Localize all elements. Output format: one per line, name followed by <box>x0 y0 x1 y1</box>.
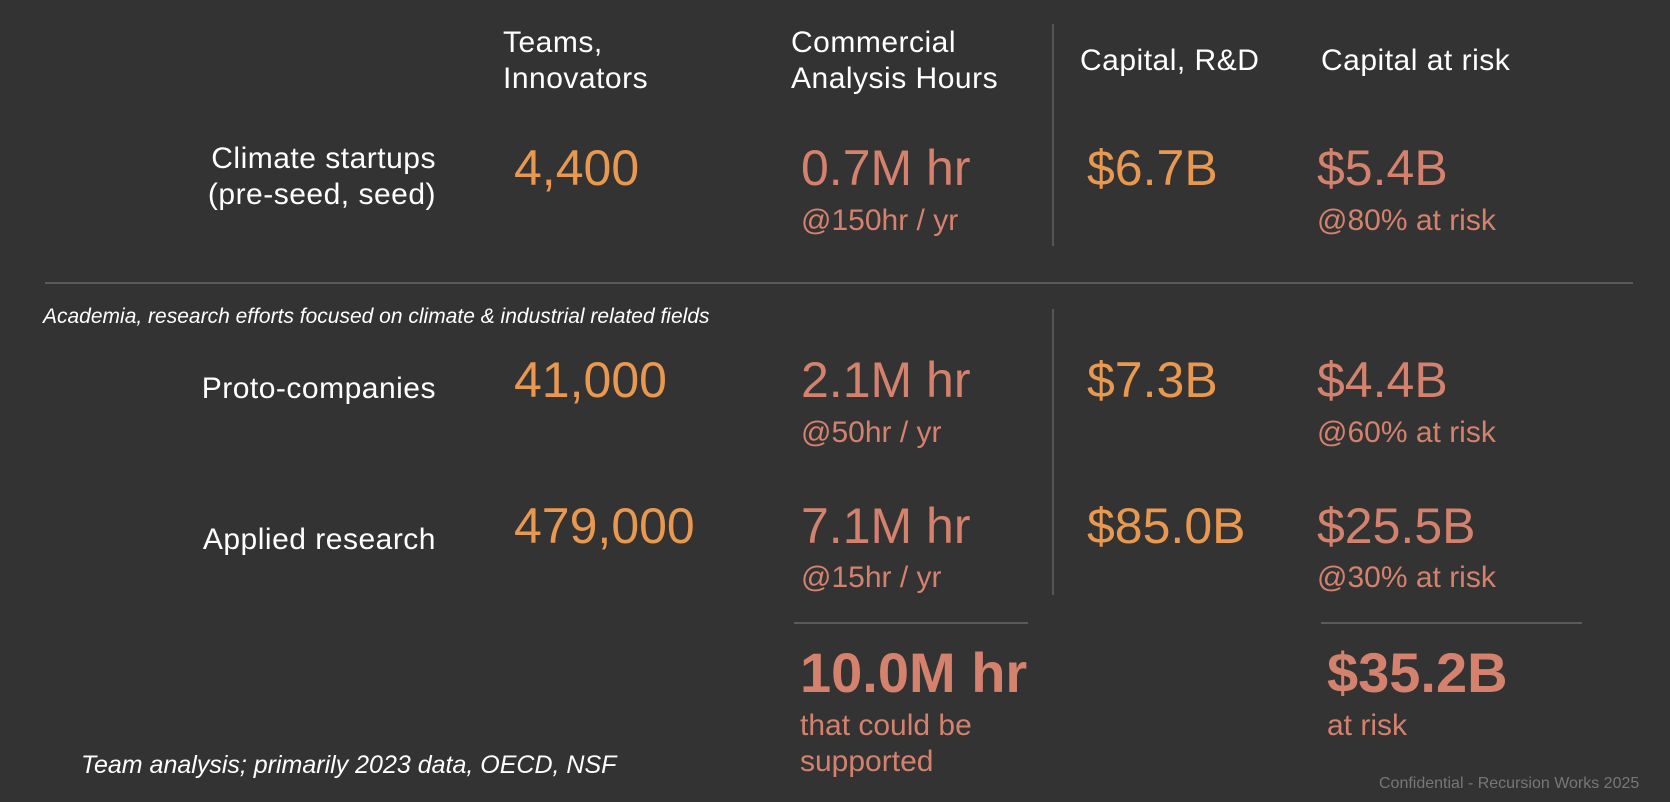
risk-rate: @30% at risk <box>1317 561 1496 594</box>
column-header-teams: Teams, Innovators <box>503 25 648 97</box>
hours-value: 0.7M hr <box>801 140 971 196</box>
column-header-capital: Capital, R&D <box>1080 44 1260 77</box>
risk-rate: @60% at risk <box>1317 416 1496 449</box>
hours-total-rule <box>794 622 1028 624</box>
hours-total-caption: that could be supported <box>800 708 972 780</box>
risk-value: $5.4B <box>1317 140 1448 196</box>
teams-value: 4,400 <box>514 140 640 196</box>
section-note: Academia, research efforts focused on cl… <box>43 305 710 328</box>
teams-value: 41,000 <box>514 352 667 408</box>
hours-caption-line2: supported <box>800 745 934 778</box>
horizontal-separator <box>45 282 1633 284</box>
capital-value: $6.7B <box>1087 140 1218 196</box>
column-header-hours: Commercial Analysis Hours <box>791 25 998 97</box>
risk-total: $35.2B <box>1327 641 1508 704</box>
hours-rate: @150hr / yr <box>801 204 959 237</box>
row-label-proto-companies: Proto-companies <box>201 372 436 405</box>
risk-value: $25.5B <box>1317 498 1476 554</box>
vertical-divider-bottom <box>1052 309 1054 595</box>
hours-total: 10.0M hr <box>800 641 1028 704</box>
column-header-teams-line2: Innovators <box>503 62 649 95</box>
hours-rate: @15hr / yr <box>801 561 942 594</box>
risk-rate: @80% at risk <box>1317 204 1496 237</box>
hours-value: 2.1M hr <box>801 352 971 408</box>
column-header-risk: Capital at risk <box>1321 44 1511 77</box>
hours-caption-line1: that could be <box>800 709 972 742</box>
vertical-divider-top <box>1052 24 1054 246</box>
risk-value: $4.4B <box>1317 352 1448 408</box>
capital-value: $85.0B <box>1087 498 1246 554</box>
risk-total-rule <box>1321 622 1582 624</box>
row-label-line2: (pre-seed, seed) <box>207 178 436 211</box>
column-header-hours-line1: Commercial <box>791 26 957 59</box>
hours-value: 7.1M hr <box>801 498 971 554</box>
confidential-notice: Confidential - Recursion Works 2025 <box>1379 775 1640 792</box>
column-header-teams-line1: Teams, <box>503 26 603 59</box>
risk-total-caption: at risk <box>1327 709 1408 742</box>
row-label-climate-startups: Climate startups (pre-seed, seed) <box>208 141 436 213</box>
hours-rate: @50hr / yr <box>801 416 942 449</box>
source-note: Team analysis; primarily 2023 data, OECD… <box>81 751 617 779</box>
row-label-line1: Climate startups <box>211 142 436 175</box>
teams-value: 479,000 <box>514 498 695 554</box>
capital-value: $7.3B <box>1087 352 1218 408</box>
column-header-hours-line2: Analysis Hours <box>791 62 999 95</box>
row-label-applied-research: Applied research <box>202 523 436 556</box>
